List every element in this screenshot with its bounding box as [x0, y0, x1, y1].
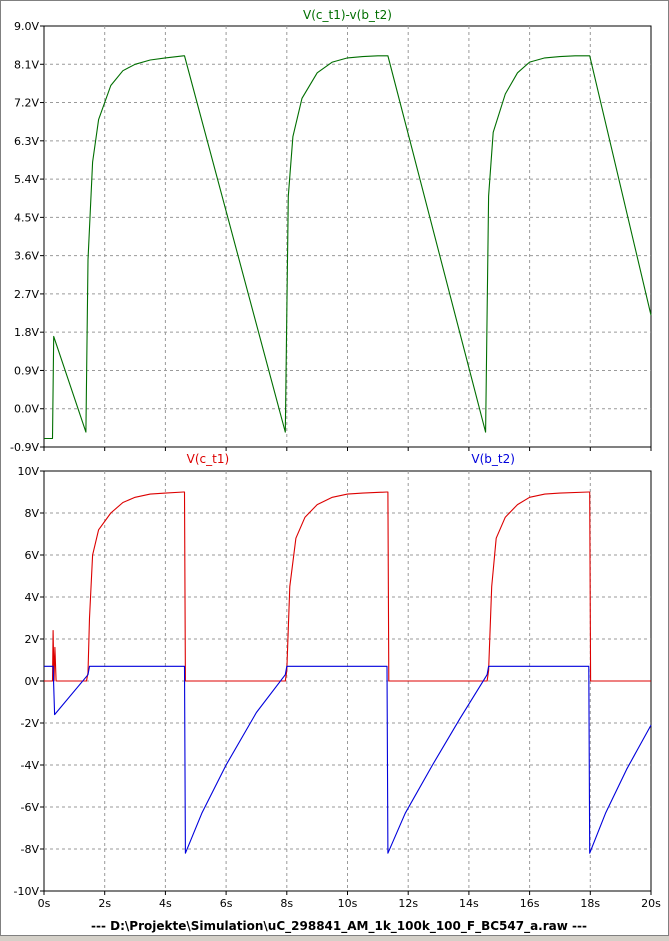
- y-tick-label: 10V: [17, 465, 39, 478]
- y-tick-label: 2V: [24, 633, 39, 646]
- series-line: [44, 55, 652, 440]
- trace-title: V(c_t1)-v(b_t2): [303, 8, 392, 22]
- y-tick-label: -2V: [21, 717, 40, 730]
- y-tick-label: 0.0V: [14, 403, 39, 416]
- x-tick-label: 0s: [38, 897, 51, 910]
- x-tick-label: 12s: [398, 897, 418, 910]
- series-line: [44, 665, 652, 854]
- y-tick-label: 0V: [24, 675, 39, 688]
- y-tick-label: 4.5V: [14, 211, 39, 224]
- y-tick-label: 3.6V: [14, 250, 39, 263]
- y-tick-label: 1.8V: [14, 326, 39, 339]
- x-tick-label: 16s: [520, 897, 540, 910]
- x-tick-label: 2s: [98, 897, 111, 910]
- y-tick-label: -4V: [21, 759, 40, 772]
- legend-entry: V(b_t2): [471, 452, 515, 466]
- y-tick-label: 4V: [24, 591, 39, 604]
- y-tick-label: 2.7V: [14, 288, 39, 301]
- y-tick-label: -6V: [21, 801, 40, 814]
- y-tick-label: 6V: [24, 549, 39, 562]
- legend-entry: V(c_t1): [187, 452, 230, 466]
- y-tick-label: 7.2V: [14, 97, 39, 110]
- y-tick-label: -0.9V: [10, 441, 39, 454]
- series-line: [44, 491, 651, 682]
- x-tick-label: 10s: [338, 897, 358, 910]
- y-tick-label: 0.9V: [14, 364, 39, 377]
- y-tick-label: 5.4V: [14, 173, 39, 186]
- raw-filename-label: --- D:\Projekte\Simulation\uC_298841_AM_…: [91, 919, 587, 934]
- x-tick-label: 6s: [220, 897, 233, 910]
- y-tick-label: -8V: [21, 843, 40, 856]
- x-tick-label: 4s: [159, 897, 172, 910]
- y-tick-label: 9.0V: [14, 20, 39, 33]
- top-pane[interactable]: 9.0V 8.1V 7.2V 6.3V 5.4V 4.5V 3.6V 2.7V 1.8V 0.9V…: [10, 8, 652, 454]
- y-tick-label: -10V: [14, 885, 40, 898]
- y-tick-label: 8.1V: [14, 58, 39, 71]
- y-tick-label: 6.3V: [14, 135, 39, 148]
- x-tick-label: 18s: [580, 897, 600, 910]
- x-tick-label: 14s: [459, 897, 479, 910]
- x-tick-label: 20s: [641, 897, 661, 910]
- x-tick-label: 8s: [280, 897, 293, 910]
- y-tick-label: 8V: [24, 507, 39, 520]
